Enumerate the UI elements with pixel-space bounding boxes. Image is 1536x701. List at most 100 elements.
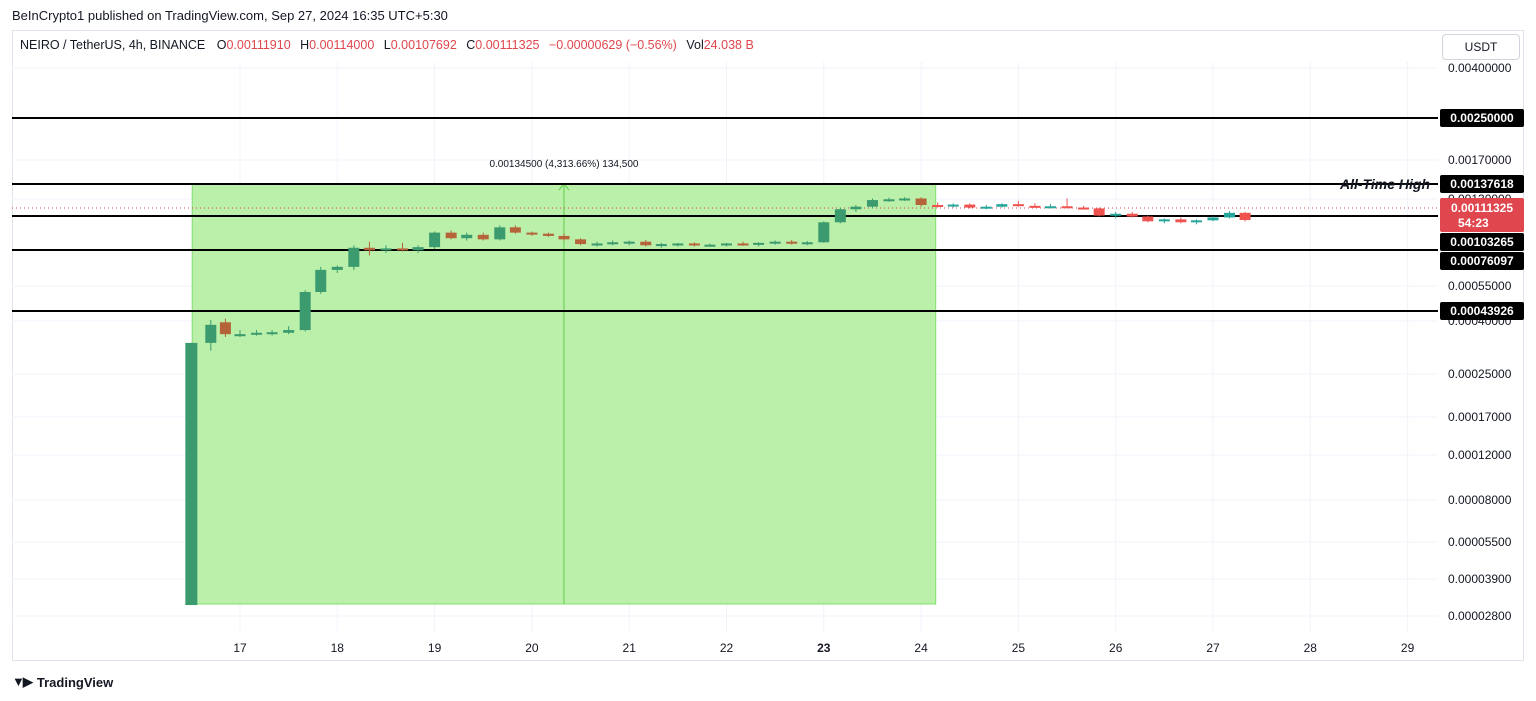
candle-body — [769, 241, 781, 244]
price-tick-label: 0.00012000 — [1448, 448, 1512, 462]
tradingview-logo[interactable]: ▼▶ TradingView — [12, 674, 113, 690]
time-tick-label: 24 — [914, 641, 928, 655]
candle-body — [704, 244, 716, 247]
price-tag-label: 0.00137618 — [1450, 177, 1514, 191]
candle-body — [1029, 205, 1041, 208]
candle-body — [1239, 212, 1251, 221]
candle-body — [477, 234, 489, 240]
time-tick-label: 20 — [525, 641, 539, 655]
price-tick-label: 0.00025000 — [1448, 367, 1512, 381]
high-label: H — [300, 38, 310, 52]
candle-body — [688, 243, 700, 246]
candle-body — [623, 241, 635, 244]
price-tag-label: 0.00043926 — [1450, 304, 1514, 318]
candle-body — [558, 235, 570, 240]
candle-body — [234, 334, 246, 337]
candle-body — [509, 227, 521, 233]
candle-body — [1045, 206, 1057, 209]
time-tick-label: 29 — [1401, 641, 1415, 655]
candle-body — [850, 206, 862, 210]
bar-countdown: 54:23 — [1458, 216, 1489, 230]
candle-body — [219, 322, 231, 335]
candle-body — [947, 204, 959, 207]
last-price-tag — [1440, 198, 1524, 232]
candle-body — [461, 234, 473, 239]
candle-body — [412, 247, 424, 251]
candle-body — [251, 332, 263, 335]
candle-body — [818, 222, 830, 243]
price-tick-label: 0.00005500 — [1448, 535, 1512, 549]
time-axis[interactable]: 17 18 19 20 21 22 23 24 25 26 27 28 29 — [233, 641, 1414, 655]
candle-body — [964, 204, 976, 208]
price-tag-label: 0.00076097 — [1450, 254, 1514, 268]
candle-body — [575, 239, 587, 245]
candle-body — [786, 241, 798, 244]
price-tag-label: 0.00103265 — [1450, 235, 1514, 249]
symbol-label[interactable]: NEIRO / TetherUS, 4h, BINANCE — [20, 38, 206, 52]
publisher-caption: BeInCrypto1 published on TradingView.com… — [12, 8, 448, 23]
candle-body — [672, 243, 684, 246]
candle-body — [396, 248, 408, 251]
candle-body — [1207, 217, 1219, 221]
open-label: O — [216, 38, 227, 52]
price-tag — [1440, 252, 1524, 270]
candle-body — [883, 199, 895, 202]
price-range-label: 0.00134500 (4,313.66%) 134,500 — [489, 159, 638, 170]
price-range-tool[interactable]: 0.00134500 (4,313.66%) 134,500 — [191, 159, 937, 605]
price-tick-label: 0.00002800 — [1448, 609, 1512, 623]
price-axis[interactable]: 0.004000000.001700000.001300000.00055000… — [1448, 61, 1512, 623]
price-tag — [1440, 175, 1524, 193]
candle-body — [721, 243, 732, 246]
last-price-label: 0.00111325 — [1451, 201, 1513, 215]
time-tick-label: 22 — [720, 641, 734, 655]
candle-body — [331, 266, 343, 270]
price-tick-label: 0.00055000 — [1448, 279, 1512, 293]
candle-body — [185, 342, 198, 606]
candles — [185, 197, 1251, 606]
candle-body — [380, 248, 392, 251]
candle-body — [1190, 220, 1202, 223]
time-tick-label: 19 — [428, 641, 442, 655]
low-label: L — [383, 38, 391, 52]
time-tick-label: 18 — [331, 641, 345, 655]
price-tag — [1440, 109, 1524, 127]
low-value: 0.00107692 — [390, 38, 457, 52]
time-tick-label: 25 — [1012, 641, 1026, 655]
candle-body — [1093, 208, 1105, 216]
time-tick-label: 21 — [623, 641, 637, 655]
price-tick-label: 0.00170000 — [1448, 153, 1512, 167]
candle-body — [315, 269, 327, 292]
open-value: 0.00111910 — [226, 38, 291, 52]
candle-body — [640, 241, 652, 246]
candle-body — [429, 232, 441, 248]
candle-body — [542, 233, 554, 236]
all-time-high-label: All-Time High — [1339, 176, 1430, 192]
candle-body — [1224, 212, 1236, 218]
candle-body — [266, 332, 278, 335]
time-tick-label: 17 — [233, 641, 247, 655]
candle-body — [980, 206, 992, 209]
candle-body — [348, 247, 360, 267]
time-tick-label: 27 — [1206, 641, 1220, 655]
candle-body — [205, 324, 217, 343]
candle-body — [607, 242, 619, 245]
price-tag-label: 0.00250000 — [1450, 111, 1514, 125]
candle-body — [834, 209, 846, 223]
horizontal-levels[interactable]: All-Time High — [12, 117, 1438, 312]
volume-label: Vol — [686, 38, 704, 52]
price-tick-label: 0.00003900 — [1448, 572, 1512, 586]
candle-body — [494, 227, 506, 240]
candle-body — [445, 232, 457, 239]
candle-body — [1012, 204, 1024, 207]
candle-body — [801, 242, 813, 245]
ohlc-legend: NEIRO / TetherUS, 4h, BINANCE O0.0011191… — [20, 38, 760, 52]
candle-body — [753, 242, 765, 245]
candle-body — [591, 243, 603, 246]
candle-body — [996, 204, 1008, 207]
time-tick-label: 26 — [1109, 641, 1123, 655]
price-tick-label: 0.00400000 — [1448, 61, 1512, 75]
candle-body — [866, 200, 878, 207]
currency-button[interactable]: USDT — [1442, 34, 1520, 60]
candle-body — [1110, 213, 1122, 216]
